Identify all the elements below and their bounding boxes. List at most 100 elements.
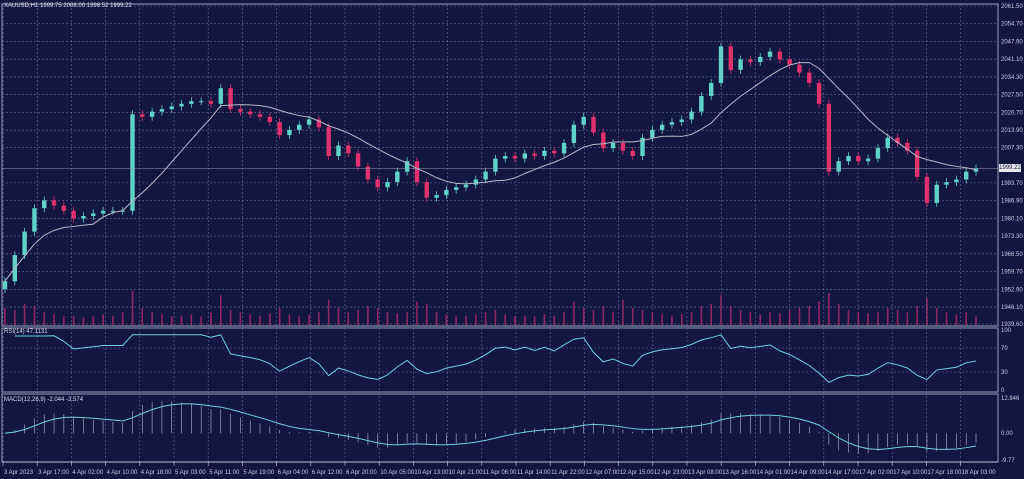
volume-bar <box>935 308 938 325</box>
time-tick-label: 3 Apr 2023 <box>4 470 34 476</box>
volume-bar <box>837 303 840 325</box>
candle <box>61 205 67 211</box>
candle <box>228 88 233 110</box>
time-tick-label: 10 Apr 13:00 <box>414 470 449 476</box>
candle <box>463 184 469 188</box>
volume-bar <box>23 303 26 325</box>
volume-bar <box>170 316 173 325</box>
volume-bar <box>494 310 497 325</box>
volume-bar <box>219 295 222 325</box>
time-tick-label: 12 Apr 07:00 <box>585 470 620 476</box>
volume-bar <box>43 312 46 325</box>
volume-bar <box>671 315 673 325</box>
volume-bar <box>484 312 487 325</box>
candle <box>179 103 184 107</box>
macd-title: MACD(12,26,9) -2.044 -3.574 <box>4 397 84 403</box>
candle <box>875 148 881 159</box>
volume-bar <box>376 308 379 325</box>
candle <box>91 213 96 216</box>
volume-bar <box>131 291 134 325</box>
price-tick-label: 1959.70 <box>1001 270 1023 276</box>
candle <box>306 119 312 125</box>
price-tick-label: 2041.10 <box>1001 57 1023 63</box>
volume-bar <box>661 314 663 325</box>
volume-bar <box>308 314 310 325</box>
candle <box>944 182 949 185</box>
volume-bar <box>828 293 830 325</box>
time-tick-label: 14 Apr 17:00 <box>825 470 860 476</box>
volume-bar <box>700 305 703 325</box>
time-tick-label: 11 Apr 22:00 <box>551 470 585 476</box>
time-tick-label: 11 Apr 06:00 <box>483 470 517 476</box>
volume-bar <box>72 315 75 325</box>
volume-bar <box>867 313 869 325</box>
volume-bar <box>896 310 899 325</box>
candle <box>395 171 400 183</box>
volume-bar <box>955 314 958 325</box>
time-tick-label: 14 Apr 09:00 <box>791 470 826 476</box>
volume-bar <box>53 314 55 325</box>
candle <box>414 161 420 183</box>
volume-bar <box>926 297 928 325</box>
volume-bar <box>269 313 271 325</box>
candle <box>483 171 488 180</box>
candle <box>503 156 508 159</box>
candle <box>248 111 253 115</box>
pane-border <box>1 327 999 393</box>
candle <box>895 137 900 143</box>
volume-bar <box>798 308 801 325</box>
volume-bar <box>759 314 762 325</box>
volume-bar <box>161 314 163 325</box>
volume-bar <box>112 315 114 325</box>
time-tick-label: 4 Apr 02:00 <box>72 470 103 476</box>
time-tick-label: 6 Apr 12:00 <box>312 470 343 476</box>
volume-bar <box>465 315 467 325</box>
candle <box>561 142 567 154</box>
volume-bar <box>533 316 536 325</box>
price-tick-label: 2054.70 <box>1001 22 1023 28</box>
candle <box>365 166 371 180</box>
volume-bar <box>327 299 330 325</box>
volume-bar <box>779 313 781 325</box>
volume-bar <box>720 295 722 325</box>
time-tick-label: 17 Apr 10:00 <box>893 470 928 476</box>
time-tick-label: 12 Apr 15:00 <box>620 470 655 476</box>
volume-bar <box>416 301 418 325</box>
candle <box>198 101 204 103</box>
candle <box>963 171 969 180</box>
candle <box>22 231 27 256</box>
volume-bar <box>818 301 820 325</box>
volume-bar <box>945 312 948 325</box>
candle <box>453 187 459 190</box>
candle <box>689 111 694 120</box>
candle <box>640 137 645 156</box>
volume-bar <box>975 316 977 325</box>
volume-bar <box>455 316 457 325</box>
volume-bar <box>190 314 193 325</box>
candle <box>856 156 861 162</box>
volume-bar <box>749 312 752 325</box>
candle <box>149 111 155 117</box>
candle <box>493 158 498 172</box>
volume-bar <box>229 310 232 325</box>
candle <box>346 145 351 154</box>
price-tick-label: 1946.10 <box>1001 305 1023 311</box>
volume-bar <box>563 312 565 325</box>
candle <box>767 51 773 57</box>
time-tick-label: 10 Apr 21:00 <box>449 470 484 476</box>
volume-bar <box>651 312 654 325</box>
candle <box>257 114 263 117</box>
volume-bar <box>641 310 644 325</box>
moving-average-line <box>4 62 977 282</box>
volume-bar <box>151 312 153 325</box>
volume-bar <box>82 317 85 325</box>
volume-bar <box>592 310 595 325</box>
macd-tick-label: 0.00 <box>1001 431 1013 437</box>
volume-bar <box>121 312 124 325</box>
volume-bar <box>63 316 65 325</box>
volume-bar <box>553 315 556 325</box>
candle <box>826 103 832 172</box>
time-tick-label: 4 Apr 18:00 <box>141 470 172 476</box>
